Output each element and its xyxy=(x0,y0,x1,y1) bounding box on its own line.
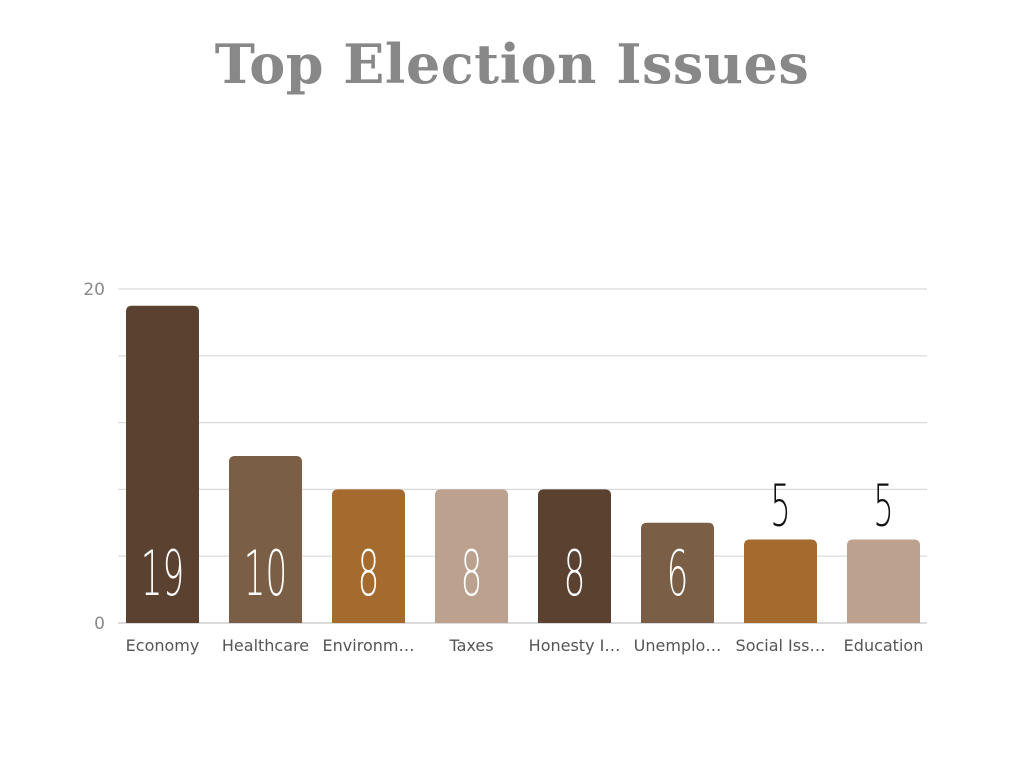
bar-economy xyxy=(126,305,199,623)
x-tick-label: Social Iss… xyxy=(736,636,826,655)
data-label: 5 xyxy=(873,473,893,540)
bar-education xyxy=(847,539,920,623)
x-tick-label: Taxes xyxy=(448,636,493,655)
data-label: 5 xyxy=(770,473,790,540)
x-tick-label: Education xyxy=(844,636,924,655)
bar-social-iss xyxy=(744,539,817,623)
y-axis-ticks: 0 20 xyxy=(83,280,105,634)
x-tick-label: Healthcare xyxy=(222,636,309,655)
bar-healthcare xyxy=(229,456,302,623)
data-label: 8 xyxy=(358,538,380,610)
x-tick-label: Unemplo… xyxy=(634,636,722,655)
data-label: 8 xyxy=(564,538,586,610)
data-labels: 19 10 8 8 8 6 5 5 xyxy=(141,473,894,609)
x-tick-label: Economy xyxy=(126,636,200,655)
chart-title: Top Election Issues xyxy=(214,32,810,96)
bar-taxes xyxy=(435,489,508,623)
x-tick-label: Environm… xyxy=(323,636,415,655)
x-axis-ticks: Economy Healthcare Environm… Taxes Honesty I… xyxy=(126,636,924,655)
y-tick-label: 0 xyxy=(94,614,105,634)
x-tick-label: Honesty I… xyxy=(529,636,621,655)
bar-environm xyxy=(332,489,405,623)
data-label: 10 xyxy=(244,538,287,610)
bars xyxy=(126,305,920,623)
bar-unemplo xyxy=(641,522,714,623)
data-label: 19 xyxy=(141,538,184,610)
data-label: 6 xyxy=(667,538,689,610)
data-label: 8 xyxy=(461,538,483,610)
bar-honesty-i xyxy=(538,489,611,623)
y-tick-label: 20 xyxy=(83,280,105,300)
